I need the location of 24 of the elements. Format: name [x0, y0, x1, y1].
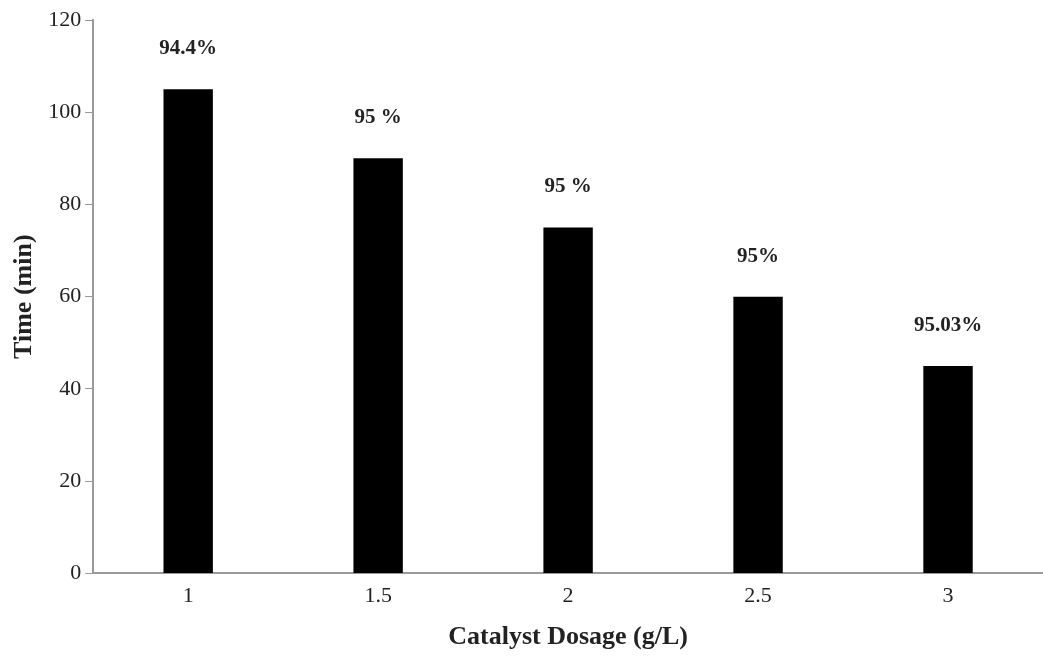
y-tick-label: 40 — [59, 374, 82, 400]
y-tick-label: 20 — [59, 466, 82, 492]
x-tick-label: 2.5 — [744, 582, 772, 608]
x-tick-label: 1 — [182, 582, 194, 608]
x-tick-label: 3 — [942, 582, 954, 608]
y-tick-label: 100 — [48, 98, 82, 124]
bar — [543, 227, 593, 573]
x-axis-title: Catalyst Dosage (g/L) — [448, 621, 688, 651]
y-tick-label: 0 — [70, 559, 82, 585]
bar — [923, 365, 973, 573]
annotation: 95 % — [544, 173, 592, 198]
y-axis-title: Time (min) — [8, 234, 38, 359]
bar — [353, 158, 403, 573]
y-tick-label: 60 — [59, 282, 82, 308]
x-tick-label: 2 — [562, 582, 574, 608]
annotation: 95% — [737, 242, 780, 267]
annotation: 94.4% — [159, 35, 218, 60]
bar — [163, 89, 213, 573]
annotation: 95.03% — [913, 311, 983, 336]
annotation: 95 % — [354, 104, 402, 129]
bar — [733, 296, 783, 573]
x-tick-label: 1.5 — [364, 582, 392, 608]
y-tick-label: 80 — [59, 190, 82, 216]
y-tick-label: 120 — [48, 5, 82, 31]
